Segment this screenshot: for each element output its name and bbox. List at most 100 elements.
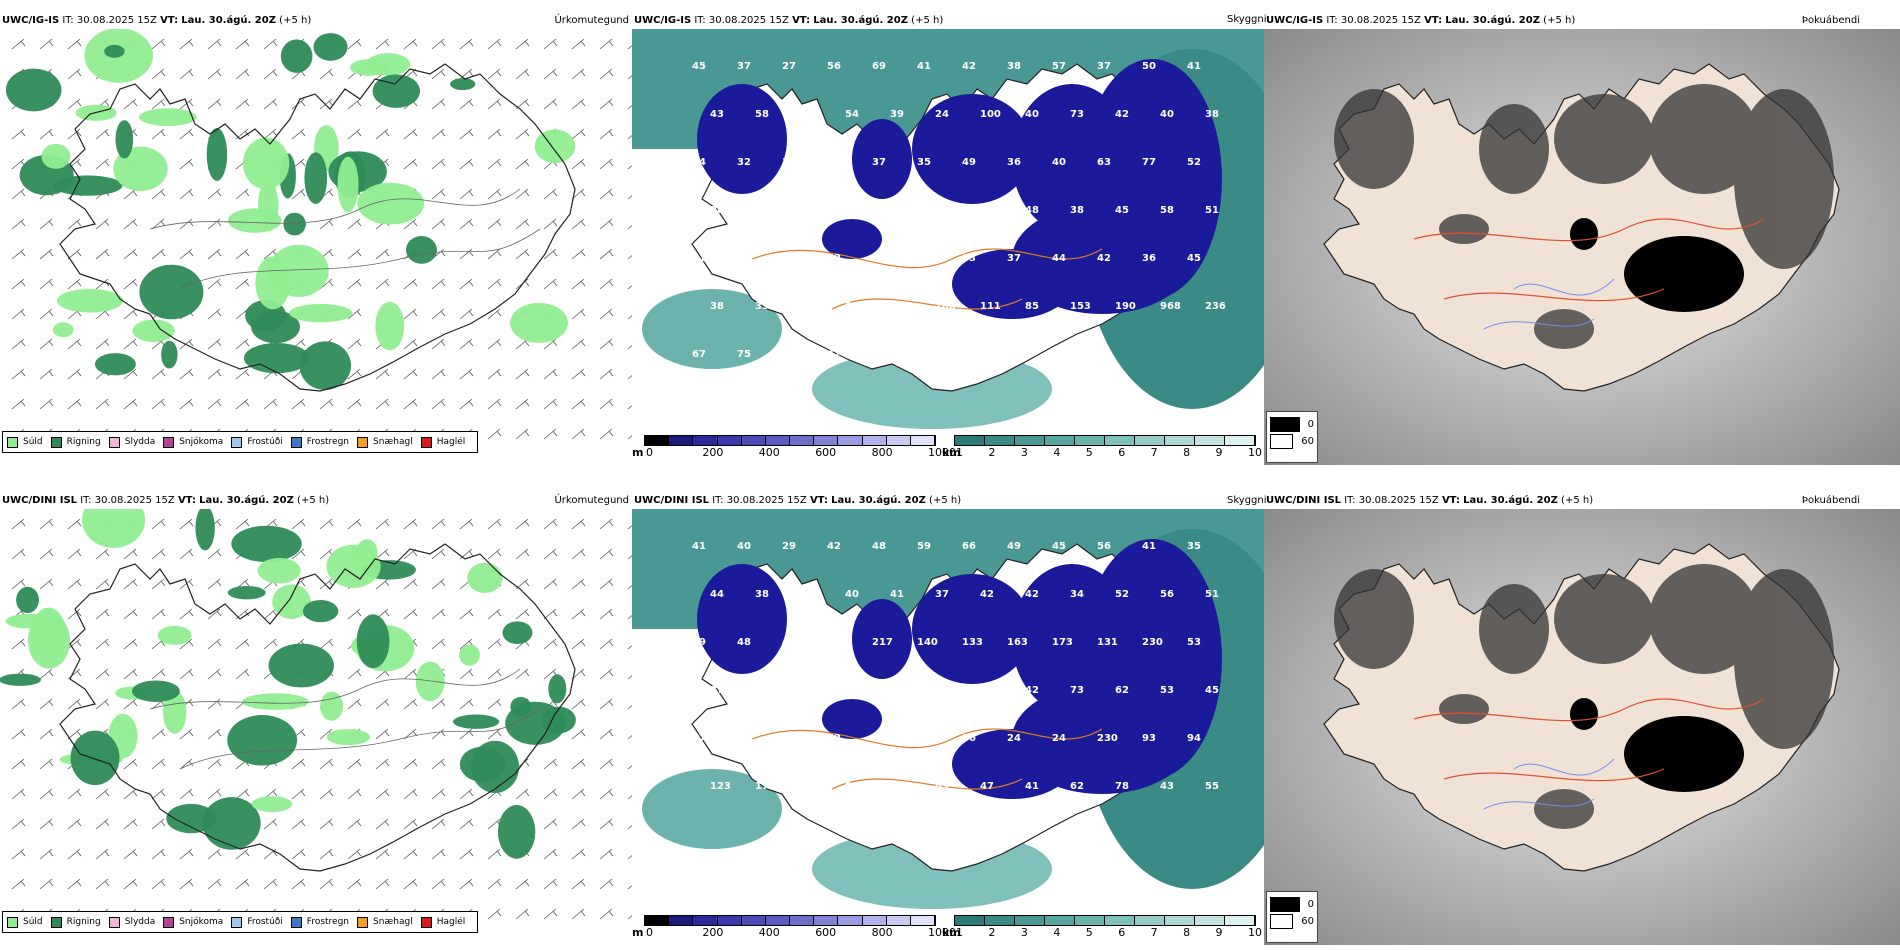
colorbar-segment bbox=[838, 916, 863, 925]
colorbar-tick-label: 3 bbox=[1020, 926, 1028, 939]
fog-swatch bbox=[1270, 914, 1294, 929]
colorbar-segment bbox=[985, 916, 1015, 925]
cloud-base-label: 40 bbox=[1025, 109, 1039, 120]
colorbar-tick-label: 8 bbox=[1183, 926, 1191, 939]
colorbar-tick-label: 400 bbox=[758, 446, 780, 459]
cloud-base-label: 50 bbox=[1142, 61, 1156, 72]
cloud-base-label: 59 bbox=[917, 541, 931, 552]
precip-legend-swatch bbox=[231, 916, 243, 928]
cloud-base-label: 29 bbox=[935, 685, 949, 696]
cloud-base-label: 49 bbox=[692, 637, 706, 648]
cloud-base-label: 49 bbox=[1007, 541, 1021, 552]
cloud-base-label: 38 bbox=[1205, 109, 1219, 120]
cloud-base-label: 111 bbox=[980, 301, 1001, 312]
colorbar-tick-label: 2 bbox=[988, 446, 996, 459]
lead-offset: (+5 h) bbox=[929, 495, 962, 506]
colorbar-strip bbox=[954, 435, 1256, 446]
colorbar-tick-label: 2 bbox=[988, 926, 996, 939]
cloud-base-label: 50 bbox=[845, 205, 859, 216]
cloud-base-label: 42 bbox=[827, 349, 841, 360]
colorbar-tick-label: 0 bbox=[646, 926, 653, 939]
road-network bbox=[751, 248, 1103, 310]
cloud-base-colorbar: m 0 200 400 600 800 1000 bbox=[632, 913, 956, 943]
colorbar-tick-label: 10 bbox=[1248, 446, 1262, 459]
cloud-base-label: 93 bbox=[1142, 733, 1156, 744]
road-network bbox=[1413, 218, 1765, 302]
cloud-panel-title: Skyggni bbox=[1227, 495, 1267, 506]
colorbar-tick-label: 6 bbox=[1118, 926, 1126, 939]
lead-offset: (+5 h) bbox=[297, 495, 330, 506]
panel-header: UWC/DINI ISL IT: 30.08.2025 15Z VT: Lau.… bbox=[0, 493, 632, 509]
vt-label: VT: bbox=[1441, 495, 1460, 506]
cloud-base-label: 53 bbox=[800, 301, 814, 312]
cloud-base-label: 56 bbox=[1097, 541, 1111, 552]
cloud-base-label: 32 bbox=[737, 157, 751, 168]
cloud-base-label: 62 bbox=[782, 349, 796, 360]
fog-legend-label: 0 bbox=[1307, 419, 1314, 430]
colorbar-segment bbox=[1165, 916, 1195, 925]
colorbar-tick-label: 7 bbox=[1150, 926, 1158, 939]
panel-header: UWC/IG-IS IT: 30.08.2025 15Z VT: Lau. 30… bbox=[632, 13, 1264, 29]
colorbar-segment bbox=[645, 436, 670, 445]
cloud-base-label: 45 bbox=[1205, 685, 1219, 696]
fog-index-areas bbox=[1334, 84, 1834, 349]
cloud-base-label: 38 bbox=[1070, 205, 1084, 216]
colorbar-segment bbox=[790, 916, 815, 925]
colorbar-segment bbox=[910, 436, 936, 445]
precip-legend-item: Haglél bbox=[420, 916, 466, 928]
cloud-base-label: 49 bbox=[917, 733, 931, 744]
colorbar-segment bbox=[693, 436, 718, 445]
cloud-base-label: 49 bbox=[872, 733, 886, 744]
cloud-base-label: 42 bbox=[827, 733, 841, 744]
precip-legend-item: Frostregn bbox=[290, 436, 349, 448]
cloud-base-label: 35 bbox=[917, 253, 931, 264]
visibility-colorbar: km 1 2 3 4 5 6 7 8 9 10 bbox=[942, 433, 1264, 463]
colorbar-tick-label: 4 bbox=[1053, 926, 1061, 939]
colorbar-segment bbox=[955, 436, 985, 445]
vt-label: VT: bbox=[177, 495, 196, 506]
precip-legend-item: Snjókoma bbox=[163, 436, 223, 448]
cloud-base-label: 45 bbox=[1187, 253, 1201, 264]
colorbar-segment bbox=[693, 916, 718, 925]
precip-legend-swatch bbox=[108, 916, 120, 928]
colorbar-tick-label: 9 bbox=[1215, 926, 1223, 939]
it-label: IT: bbox=[1326, 15, 1338, 26]
cloud-base-label: 123 bbox=[710, 781, 731, 792]
colorbar-tick-label: 6 bbox=[1118, 446, 1126, 459]
road-network bbox=[1413, 698, 1765, 782]
panel-title: Þokuábendi bbox=[1801, 15, 1860, 26]
colorbar-segment bbox=[862, 436, 887, 445]
it-value: 30.08.2025 15Z bbox=[94, 495, 175, 506]
cloud-base-label: 66 bbox=[962, 541, 976, 552]
precip-legend-item: Slydda bbox=[108, 436, 155, 448]
colorbar-tick-label: 1 bbox=[956, 926, 963, 939]
cloud-base-label: 78 bbox=[1115, 781, 1129, 792]
cloud-base-label: 33 bbox=[755, 301, 769, 312]
cloud-base-label: 176 bbox=[755, 205, 776, 216]
colorbar-segment bbox=[765, 436, 791, 445]
cloud-base-label: 41 bbox=[692, 253, 706, 264]
cloud-base-label: 39 bbox=[890, 109, 904, 120]
colorbar-segment bbox=[955, 916, 985, 925]
cloud-base-label: 37 bbox=[710, 685, 724, 696]
cloud-base-label: 56 bbox=[1160, 589, 1174, 600]
cloud-base-label: 40 bbox=[737, 253, 751, 264]
colorbar-segment bbox=[1165, 436, 1195, 445]
cloud-base-label: 236 bbox=[1205, 301, 1226, 312]
cloud-base-label: 52 bbox=[1187, 157, 1201, 168]
precip-legend-swatch bbox=[420, 436, 432, 448]
precip-legend-label: Haglél bbox=[436, 917, 466, 927]
fog-panel-bottom: UWC/DINI ISL IT: 30.08.2025 15Z VT: Lau.… bbox=[1264, 493, 1900, 945]
fog-swatch bbox=[1270, 417, 1300, 432]
cloud-base-label: 69 bbox=[872, 61, 886, 72]
precip-legend-swatch bbox=[290, 916, 302, 928]
precip-legend-item: Súld bbox=[7, 436, 43, 448]
cloud-base-label: 43 bbox=[1160, 781, 1174, 792]
precip-legend: Súld Rigning Slydda Snjókoma Frostúði Frostre… bbox=[2, 431, 479, 453]
cloud-base-label: 51 bbox=[1205, 589, 1219, 600]
fog-legend-label: 60 bbox=[1301, 436, 1314, 447]
panel-header: UWC/IG-IS IT: 30.08.2025 15Z VT: Lau. 30… bbox=[1264, 13, 1900, 29]
cloud-base-label: 33 bbox=[962, 253, 976, 264]
precip-legend-item: Haglél bbox=[420, 436, 465, 448]
colorbar-segment bbox=[717, 436, 742, 445]
